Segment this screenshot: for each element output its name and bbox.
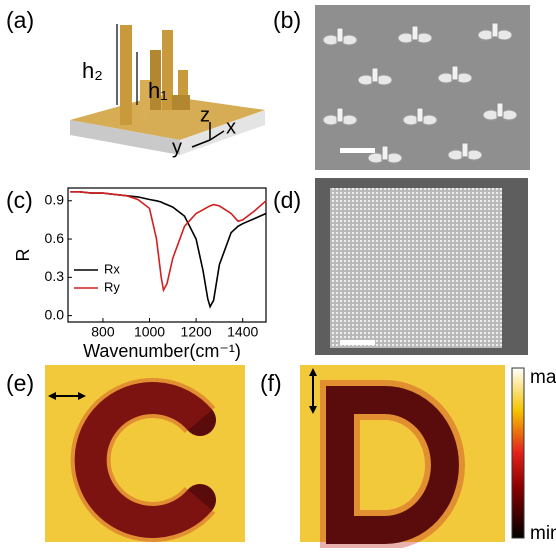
- height-label: h₂: [82, 58, 103, 83]
- axis-label: z: [200, 104, 210, 126]
- y-tick-label: 0.9: [45, 191, 65, 207]
- height-label: h₁: [148, 78, 168, 103]
- axis-label: y: [172, 136, 182, 158]
- panel-label: (d): [273, 187, 301, 213]
- colorbar: [512, 368, 524, 538]
- reflectance-chart: 0.0 0.3 0.6 0.9 800 1000 1200 1400Wavenumber(cm…: [13, 188, 266, 361]
- panel-label: (c): [6, 187, 33, 213]
- x-tick-label: 1400: [227, 324, 258, 340]
- x-tick-label: 1000: [134, 324, 165, 340]
- legend-label: Rx: [104, 261, 120, 276]
- x-tick-label: 1200: [181, 324, 212, 340]
- axis-label: x: [226, 116, 236, 138]
- panel-label: (e): [6, 370, 34, 396]
- y-tick-label: 0.3: [45, 268, 65, 284]
- plot-frame: [68, 188, 266, 322]
- y-axis-label: R: [13, 249, 33, 262]
- x-tick-label: 800: [91, 324, 115, 340]
- panel-label: (b): [273, 7, 301, 33]
- x-axis-label: Wavenumber(cm⁻¹): [83, 341, 241, 361]
- colorbar-label: min: [530, 523, 556, 544]
- heatmap-image: [45, 365, 245, 542]
- panel-label: (a): [6, 7, 34, 33]
- sem-image: [315, 5, 530, 170]
- figure: (a) h₂ h₁ z y x (b) 0.0 0.3 0.6 0.9 800 1000 1…: [0, 0, 556, 548]
- data-line: [70, 192, 266, 307]
- y-tick-label: 0.6: [45, 230, 65, 246]
- legend-label: Ry: [104, 279, 120, 294]
- heatmap-image: [300, 365, 505, 542]
- colorbar-label: max: [530, 367, 556, 388]
- sem-image: [315, 178, 528, 355]
- y-tick-label: 0.0: [45, 306, 65, 322]
- data-line: [70, 192, 266, 290]
- panel-label: (f): [260, 370, 282, 396]
